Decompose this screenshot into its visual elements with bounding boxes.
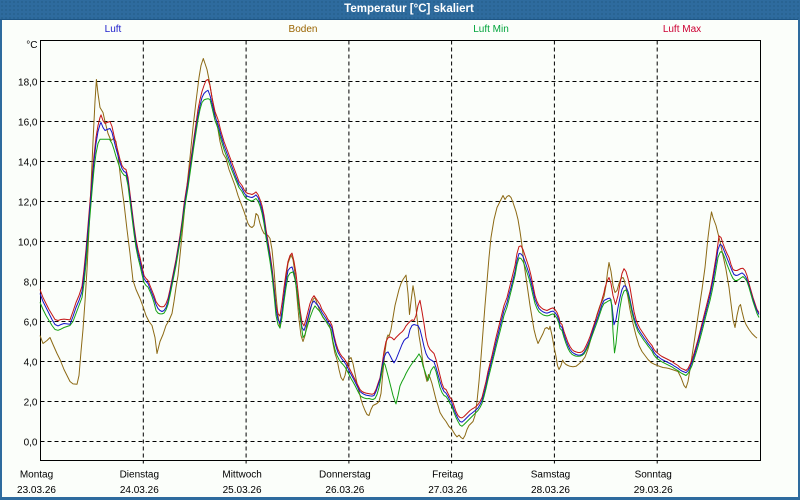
svg-text:26.03.26: 26.03.26 [325, 485, 364, 496]
svg-text:Donnerstag: Donnerstag [319, 470, 371, 481]
svg-text:29.03.26: 29.03.26 [634, 485, 673, 496]
svg-text:Mittwoch: Mittwoch [222, 470, 261, 481]
svg-text:6,0: 6,0 [24, 317, 38, 328]
svg-text:4,0: 4,0 [24, 357, 38, 368]
svg-text:23.03.26: 23.03.26 [17, 485, 56, 496]
svg-text:Samstag: Samstag [531, 470, 570, 481]
svg-text:18,0: 18,0 [18, 77, 38, 88]
svg-text:28.03.26: 28.03.26 [531, 485, 570, 496]
svg-text:0,0: 0,0 [24, 437, 38, 448]
svg-text:Montag: Montag [20, 470, 53, 481]
svg-text:16,0: 16,0 [18, 117, 38, 128]
svg-text:24.03.26: 24.03.26 [120, 485, 159, 496]
svg-text:8,0: 8,0 [24, 277, 38, 288]
svg-text:10,0: 10,0 [18, 237, 38, 248]
svg-text:12,0: 12,0 [18, 197, 38, 208]
svg-text:25.03.26: 25.03.26 [223, 485, 262, 496]
svg-text:2,0: 2,0 [24, 397, 38, 408]
svg-text:14,0: 14,0 [18, 157, 38, 168]
svg-text:°C: °C [26, 40, 37, 51]
svg-text:Freitag: Freitag [432, 470, 463, 481]
svg-text:Dienstag: Dienstag [120, 470, 159, 481]
svg-text:27.03.26: 27.03.26 [428, 485, 467, 496]
svg-text:Sonntag: Sonntag [635, 470, 672, 481]
